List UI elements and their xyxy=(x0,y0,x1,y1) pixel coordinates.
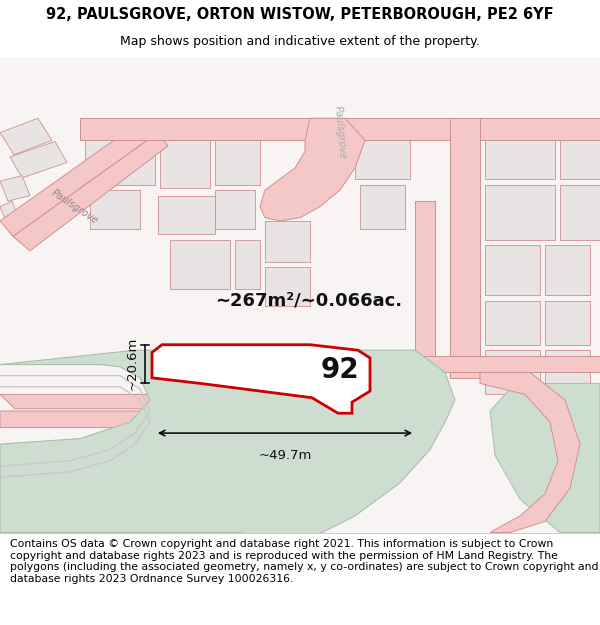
Polygon shape xyxy=(265,221,310,262)
Polygon shape xyxy=(60,444,110,494)
Text: Map shows position and indicative extent of the property.: Map shows position and indicative extent… xyxy=(120,36,480,49)
Polygon shape xyxy=(0,350,455,544)
Polygon shape xyxy=(450,118,480,378)
Polygon shape xyxy=(235,240,260,289)
Polygon shape xyxy=(485,124,555,179)
Polygon shape xyxy=(485,245,540,295)
Polygon shape xyxy=(215,141,260,184)
Polygon shape xyxy=(13,132,168,251)
Text: ~49.7m: ~49.7m xyxy=(259,449,311,461)
Polygon shape xyxy=(545,350,590,394)
Polygon shape xyxy=(355,129,410,179)
Polygon shape xyxy=(0,176,30,201)
Polygon shape xyxy=(480,372,580,532)
Polygon shape xyxy=(360,184,405,229)
Polygon shape xyxy=(485,301,540,345)
Polygon shape xyxy=(560,124,600,179)
Polygon shape xyxy=(0,444,55,499)
Polygon shape xyxy=(260,118,365,221)
Polygon shape xyxy=(545,301,590,345)
Polygon shape xyxy=(158,196,215,234)
Text: Paulsgrove: Paulsgrove xyxy=(50,188,100,226)
Text: Paulsgrove: Paulsgrove xyxy=(332,106,347,160)
Text: 92: 92 xyxy=(320,356,359,384)
Polygon shape xyxy=(152,345,370,413)
Polygon shape xyxy=(10,141,67,178)
Text: ~20.6m: ~20.6m xyxy=(125,337,139,390)
Polygon shape xyxy=(0,411,185,428)
Polygon shape xyxy=(0,58,600,532)
Polygon shape xyxy=(85,141,155,184)
Polygon shape xyxy=(0,201,20,226)
Polygon shape xyxy=(545,245,590,295)
Polygon shape xyxy=(215,190,255,229)
Polygon shape xyxy=(0,505,55,532)
Text: 92, PAULSGROVE, ORTON WISTOW, PETERBOROUGH, PE2 6YF: 92, PAULSGROVE, ORTON WISTOW, PETERBOROU… xyxy=(46,7,554,22)
Polygon shape xyxy=(160,141,210,188)
Polygon shape xyxy=(560,184,600,240)
Polygon shape xyxy=(0,394,175,409)
Polygon shape xyxy=(415,201,435,356)
Polygon shape xyxy=(80,118,600,141)
Polygon shape xyxy=(485,350,540,394)
Text: ~267m²/~0.066ac.: ~267m²/~0.066ac. xyxy=(215,291,402,309)
Polygon shape xyxy=(170,240,230,289)
Polygon shape xyxy=(485,184,555,240)
Polygon shape xyxy=(90,190,140,229)
Polygon shape xyxy=(490,383,600,532)
Polygon shape xyxy=(415,356,600,372)
Text: Contains OS data © Crown copyright and database right 2021. This information is : Contains OS data © Crown copyright and d… xyxy=(10,539,599,584)
Polygon shape xyxy=(0,118,52,155)
Polygon shape xyxy=(0,118,158,236)
Polygon shape xyxy=(265,268,310,306)
